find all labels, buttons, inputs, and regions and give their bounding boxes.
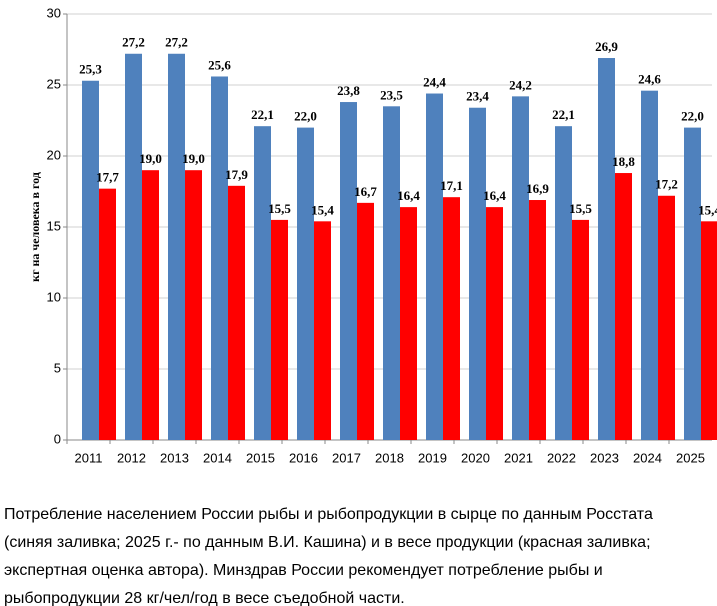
- value-label: 18,8: [612, 154, 635, 169]
- value-label: 23,4: [466, 89, 489, 104]
- bar: [297, 127, 314, 440]
- x-tick-label: 2013: [160, 450, 189, 465]
- x-tick-label: 2017: [332, 450, 361, 465]
- x-tick-label: 2011: [75, 450, 103, 465]
- x-tick-label: 2018: [375, 450, 404, 465]
- value-label: 25,6: [208, 57, 231, 72]
- y-tick-label: 15: [47, 218, 61, 233]
- x-tick-label: 2015: [246, 450, 275, 465]
- bar: [357, 202, 374, 440]
- value-label: 15,5: [268, 201, 291, 216]
- value-label: 16,4: [483, 188, 506, 203]
- bar: [615, 173, 632, 441]
- value-label: 24,4: [423, 75, 446, 90]
- bar: [314, 221, 331, 440]
- bar: [211, 76, 228, 440]
- bar: [400, 207, 417, 440]
- value-label: 23,8: [337, 83, 360, 98]
- y-axis-label: кг на человека в год: [28, 172, 42, 282]
- bar: [469, 107, 486, 440]
- value-label: 15,5: [569, 201, 592, 216]
- value-label: 15,4: [698, 202, 717, 217]
- x-tick-label: 2024: [633, 450, 662, 465]
- value-label: 22,0: [294, 109, 317, 124]
- bar: [168, 53, 185, 440]
- caption-line: (синяя заливка; 2025 г.- по данным В.И. …: [4, 534, 651, 551]
- bar: [684, 127, 701, 440]
- value-label: 15,4: [311, 202, 334, 217]
- bar: [125, 53, 142, 440]
- x-tick-label: 2012: [117, 450, 146, 465]
- x-tick-label: 2019: [418, 450, 447, 465]
- bar: [426, 93, 443, 441]
- y-tick-label: 0: [54, 431, 61, 446]
- bar: [228, 185, 245, 440]
- value-label: 16,9: [526, 181, 549, 196]
- caption-line: экспертная оценка автора). Минздрав Росс…: [4, 562, 603, 579]
- value-label: 19,0: [182, 151, 205, 166]
- bar: [512, 96, 529, 441]
- y-tick-label: 30: [47, 5, 61, 20]
- bar: [658, 195, 675, 440]
- value-label: 23,5: [380, 87, 403, 102]
- bar: [185, 170, 202, 440]
- bar: [82, 80, 99, 441]
- bar: [486, 207, 503, 440]
- value-label: 17,2: [655, 177, 678, 192]
- bar: [641, 90, 658, 441]
- value-label: 27,2: [165, 35, 188, 50]
- value-label: 22,0: [681, 109, 704, 124]
- y-tick-label: 25: [47, 76, 61, 91]
- bar: [340, 102, 357, 440]
- y-tick-label: 10: [47, 289, 61, 304]
- bar: [443, 197, 460, 440]
- value-label: 27,2: [122, 35, 145, 50]
- value-label: 25,3: [79, 62, 102, 77]
- y-tick-label: 20: [47, 147, 61, 162]
- value-label: 24,2: [509, 77, 532, 92]
- bar: [529, 200, 546, 440]
- bar: [555, 126, 572, 441]
- x-tick-label: 2020: [461, 450, 490, 465]
- bar: [271, 219, 288, 440]
- caption-line: Потребление населением России рыбы и рыб…: [4, 506, 653, 523]
- value-label: 17,9: [225, 167, 248, 182]
- bar: [142, 170, 159, 440]
- value-label: 22,1: [552, 107, 575, 122]
- value-label: 16,4: [397, 188, 420, 203]
- value-label: 24,6: [638, 72, 661, 87]
- x-tick-label: 2025: [676, 450, 705, 465]
- value-label: 17,1: [440, 178, 463, 193]
- bar: [254, 126, 271, 441]
- value-label: 19,0: [139, 151, 162, 166]
- x-tick-label: 2023: [590, 450, 619, 465]
- y-tick-label: 5: [54, 360, 61, 375]
- value-label: 22,1: [251, 107, 274, 122]
- value-label: 16,7: [354, 184, 377, 199]
- x-tick-label: 2021: [504, 450, 533, 465]
- value-label: 26,9: [595, 39, 618, 54]
- bar: [701, 221, 717, 440]
- x-tick-label: 2014: [203, 450, 232, 465]
- x-tick-label: 2016: [289, 450, 318, 465]
- bar: [598, 58, 615, 441]
- bar: [383, 106, 400, 441]
- x-tick-label: 2022: [547, 450, 576, 465]
- bar: [572, 219, 589, 440]
- value-label: 17,7: [96, 170, 119, 185]
- bar: [99, 188, 116, 440]
- caption-line: рыбопродукции 28 кг/чел/год в весе съедо…: [4, 590, 405, 606]
